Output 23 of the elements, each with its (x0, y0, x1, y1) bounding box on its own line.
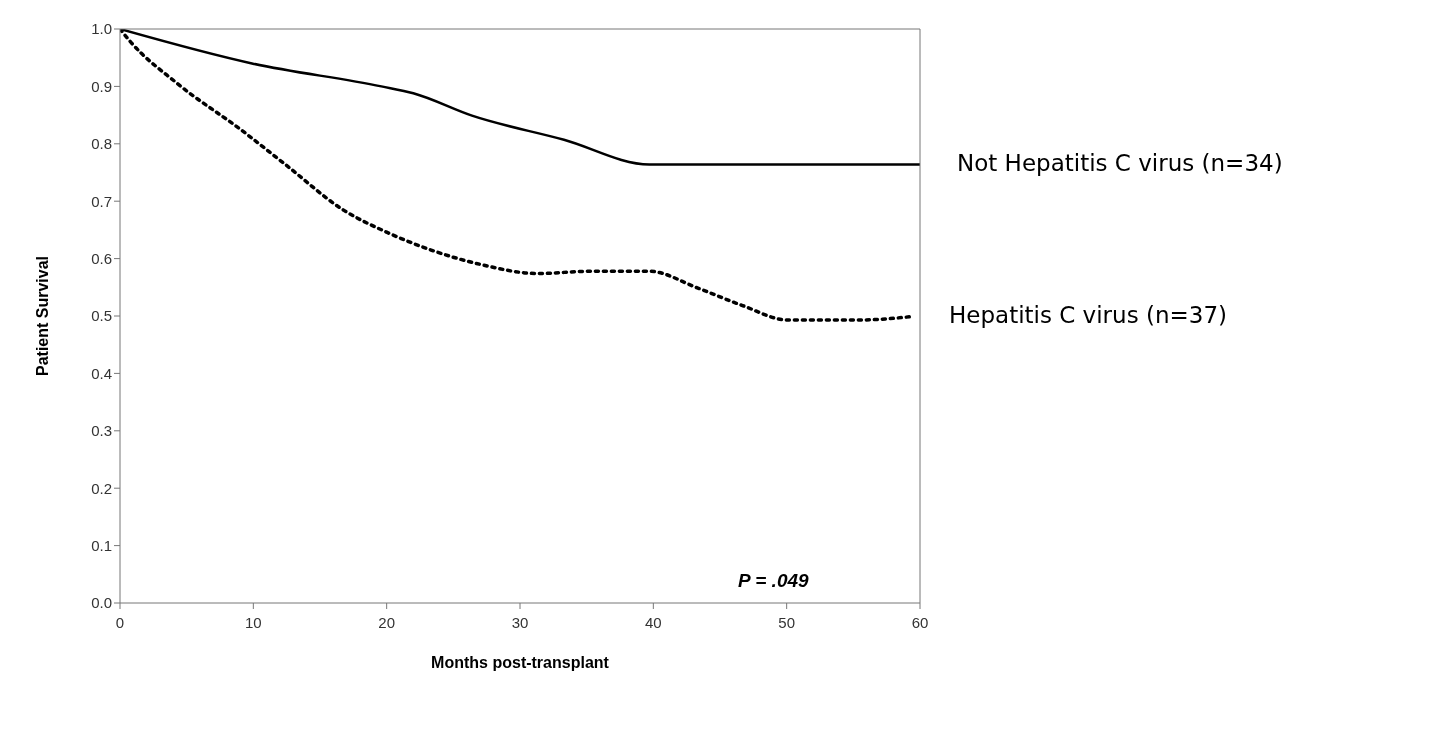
y-tick-label: 0.0 (91, 594, 112, 612)
annotation: P = .049 (738, 570, 809, 592)
series-label: Not Hepatitis C virus (n=34) (957, 149, 1283, 176)
x-tick-label: 10 (244, 613, 262, 631)
x-tick-label: 0 (115, 613, 125, 631)
x-tick-label: 40 (644, 613, 662, 631)
x-axis-title: Months post-transplant (431, 654, 610, 671)
y-tick-label: 0.9 (91, 77, 112, 95)
x-tick-label: 60 (911, 613, 929, 631)
y-tick-label: 1.0 (91, 20, 112, 38)
y-tick-label: 0.8 (91, 135, 112, 153)
series-label: Hepatitis C virus (n=37) (949, 302, 1228, 329)
x-tick-label: 20 (378, 613, 396, 631)
y-tick-label: 0.1 (91, 536, 112, 554)
y-tick-label: 0.3 (91, 422, 112, 440)
x-tick-label: 50 (778, 613, 796, 631)
y-tick-label: 0.7 (91, 192, 112, 210)
y-tick-label: 0.4 (91, 364, 112, 382)
y-tick-label: 0.5 (91, 307, 112, 325)
y-tick-label: 0.6 (91, 249, 112, 267)
y-axis-title: Patient Survival (33, 255, 51, 377)
x-tick-label: 30 (511, 613, 529, 631)
y-tick-label: 0.2 (91, 479, 112, 497)
